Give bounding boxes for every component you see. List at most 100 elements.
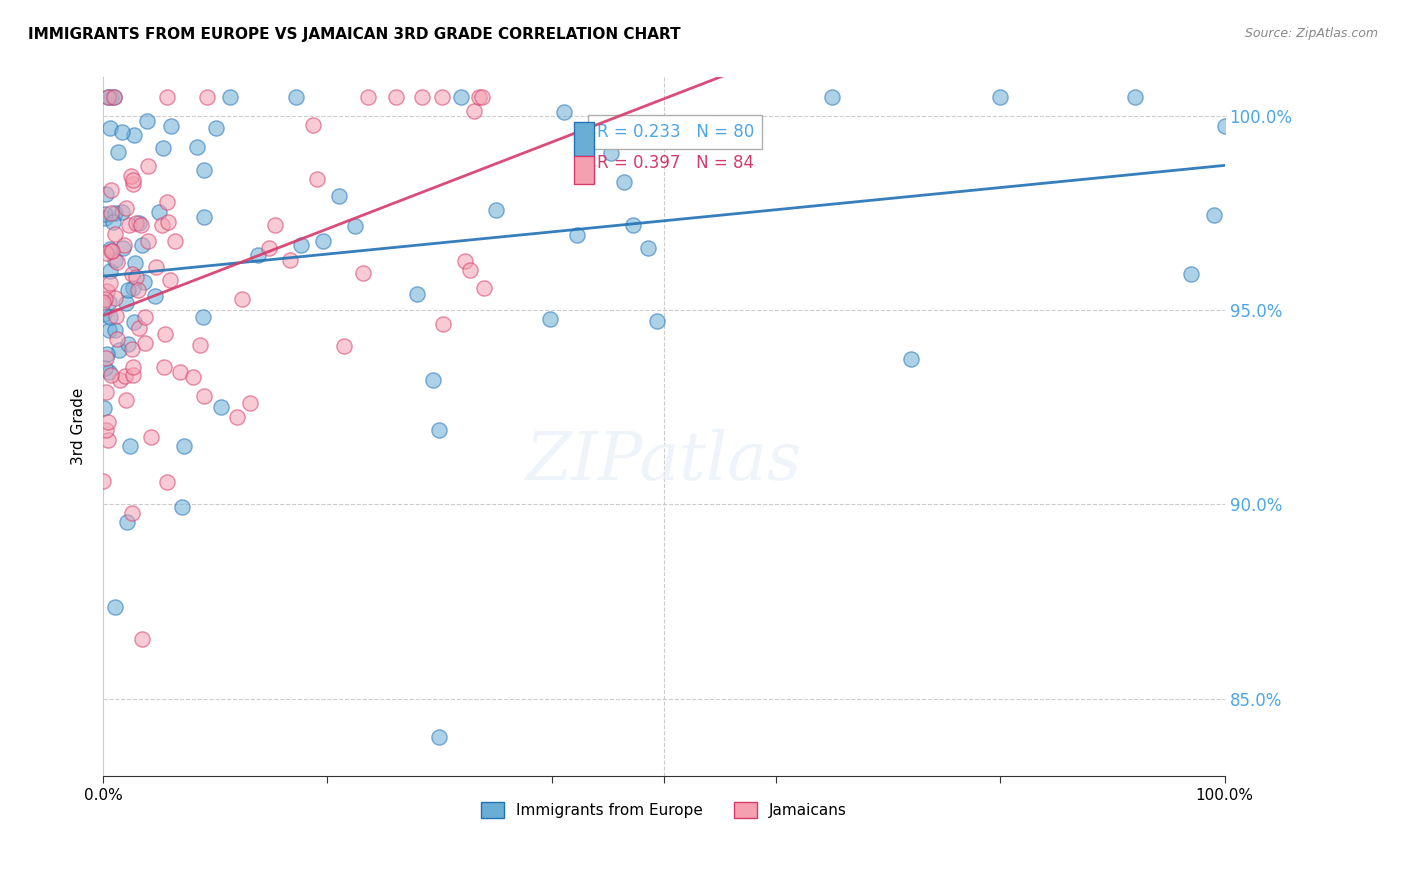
Immigrants from Europe xyxy=(219,90,242,104)
Jamaicans xyxy=(104,309,127,323)
Immigrants from Europe xyxy=(118,439,141,453)
Immigrants from Europe xyxy=(191,310,214,325)
Immigrants from Europe xyxy=(134,275,156,289)
Immigrants from Europe xyxy=(111,125,134,139)
Immigrants from Europe xyxy=(98,310,121,324)
Jamaicans xyxy=(91,294,114,309)
Immigrants from Europe xyxy=(103,599,125,614)
Immigrants from Europe xyxy=(988,90,1011,104)
Immigrants from Europe xyxy=(124,256,146,270)
Immigrants from Europe xyxy=(93,306,115,320)
Immigrants from Europe xyxy=(94,361,117,376)
Immigrants from Europe xyxy=(104,205,127,219)
Immigrants from Europe xyxy=(93,401,115,415)
Immigrants from Europe xyxy=(103,90,125,104)
Jamaicans xyxy=(195,90,218,104)
Jamaicans xyxy=(96,284,118,298)
Jamaicans xyxy=(156,90,179,104)
Immigrants from Europe xyxy=(107,343,129,357)
Immigrants from Europe xyxy=(111,205,134,219)
Immigrants from Europe xyxy=(101,214,124,228)
Jamaicans xyxy=(100,368,122,383)
Jamaicans xyxy=(156,194,179,209)
Jamaicans xyxy=(263,218,285,232)
Immigrants from Europe xyxy=(104,323,127,337)
Jamaicans xyxy=(332,339,354,353)
Text: Source: ZipAtlas.com: Source: ZipAtlas.com xyxy=(1244,27,1378,40)
Jamaicans xyxy=(94,245,117,260)
Jamaicans xyxy=(105,255,128,269)
Jamaicans xyxy=(302,119,325,133)
Jamaicans xyxy=(134,336,156,351)
Immigrants from Europe xyxy=(122,280,145,294)
Jamaicans xyxy=(145,260,167,275)
Jamaicans xyxy=(432,317,454,331)
Jamaicans xyxy=(188,338,211,352)
Immigrants from Europe xyxy=(553,105,575,120)
Text: R = 0.397   N = 84: R = 0.397 N = 84 xyxy=(596,154,754,172)
Jamaicans xyxy=(463,103,485,118)
Jamaicans xyxy=(150,218,173,232)
Immigrants from Europe xyxy=(122,128,145,143)
Immigrants from Europe xyxy=(406,287,429,301)
Jamaicans xyxy=(471,90,494,104)
Immigrants from Europe xyxy=(112,241,135,255)
Bar xyxy=(574,156,595,184)
Jamaicans xyxy=(100,183,122,197)
Jamaicans xyxy=(121,342,143,356)
Immigrants from Europe xyxy=(97,295,120,310)
Immigrants from Europe xyxy=(637,241,659,255)
Jamaicans xyxy=(96,423,118,437)
Jamaicans xyxy=(105,332,128,346)
Immigrants from Europe xyxy=(429,731,451,745)
Immigrants from Europe xyxy=(97,365,120,379)
Immigrants from Europe xyxy=(94,211,117,225)
Immigrants from Europe xyxy=(209,400,232,414)
Legend: Immigrants from Europe, Jamaicans: Immigrants from Europe, Jamaicans xyxy=(475,797,852,824)
Immigrants from Europe xyxy=(312,234,335,248)
Jamaicans xyxy=(100,244,122,259)
Text: IMMIGRANTS FROM EUROPE VS JAMAICAN 3RD GRADE CORRELATION CHART: IMMIGRANTS FROM EUROPE VS JAMAICAN 3RD G… xyxy=(28,27,681,42)
Immigrants from Europe xyxy=(186,140,208,154)
Immigrants from Europe xyxy=(193,163,215,178)
Jamaicans xyxy=(115,201,138,215)
Jamaicans xyxy=(458,262,481,277)
Immigrants from Europe xyxy=(1213,119,1236,133)
Jamaicans xyxy=(136,159,159,173)
Immigrants from Europe xyxy=(484,202,506,217)
Immigrants from Europe xyxy=(450,90,472,104)
Jamaicans xyxy=(122,173,145,187)
Jamaicans xyxy=(114,392,136,407)
Jamaicans xyxy=(94,385,117,400)
Y-axis label: 3rd Grade: 3rd Grade xyxy=(72,388,86,466)
Immigrants from Europe xyxy=(96,186,118,201)
Immigrants from Europe xyxy=(246,248,269,262)
Immigrants from Europe xyxy=(193,210,215,224)
Immigrants from Europe xyxy=(538,312,561,326)
Immigrants from Europe xyxy=(159,119,181,133)
Jamaicans xyxy=(169,365,191,379)
Immigrants from Europe xyxy=(96,347,118,361)
Jamaicans xyxy=(139,430,162,444)
Jamaicans xyxy=(131,632,153,647)
Jamaicans xyxy=(430,90,453,104)
Jamaicans xyxy=(100,244,122,258)
Immigrants from Europe xyxy=(115,515,138,529)
Jamaicans xyxy=(97,433,120,447)
Jamaicans xyxy=(94,292,117,306)
Jamaicans xyxy=(97,90,120,104)
Jamaicans xyxy=(239,395,262,409)
Jamaicans xyxy=(128,320,150,334)
Immigrants from Europe xyxy=(567,228,589,243)
Immigrants from Europe xyxy=(599,146,621,161)
Jamaicans xyxy=(136,234,159,248)
Immigrants from Europe xyxy=(100,90,122,104)
Jamaicans xyxy=(472,281,495,295)
Text: R = 0.233   N = 80: R = 0.233 N = 80 xyxy=(596,123,754,141)
Immigrants from Europe xyxy=(328,189,350,203)
Immigrants from Europe xyxy=(128,216,150,230)
Jamaicans xyxy=(155,327,177,342)
Immigrants from Europe xyxy=(98,323,121,337)
Jamaicans xyxy=(159,273,181,287)
Jamaicans xyxy=(104,291,127,305)
